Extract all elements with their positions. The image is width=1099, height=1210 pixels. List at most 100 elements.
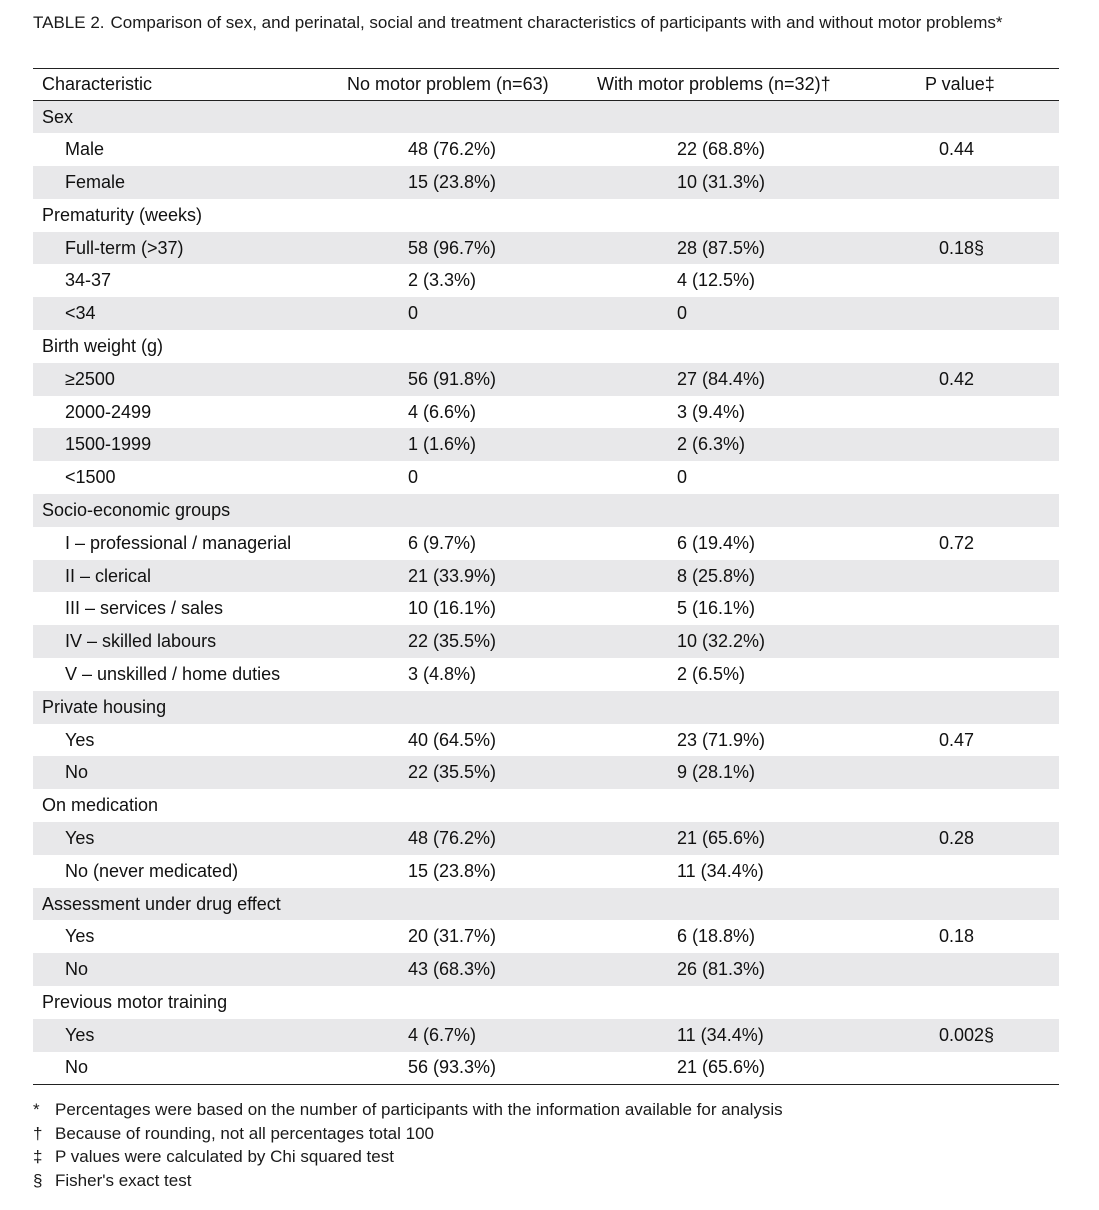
no-motor-problem-cell — [333, 691, 595, 724]
with-motor-problems-cell: 2 (6.3%) — [677, 434, 746, 455]
characteristic-cell: IV – skilled labours — [65, 631, 217, 652]
characteristic-cell: I – professional / managerial — [65, 532, 292, 553]
table-row: No 56 (93.3%) 21 (65.6%) — [33, 1051, 1059, 1085]
no-motor-problem-cell — [333, 494, 595, 527]
with-motor-problems-cell: 26 (81.3%) — [677, 959, 766, 980]
p-value-cell: 0.18§ — [939, 237, 985, 258]
no-motor-problem-cell: 56 (93.3%) — [333, 1051, 595, 1085]
category-row: Private housing — [33, 690, 1059, 724]
characteristic-cell: Yes — [65, 827, 95, 848]
with-motor-problems-cell: 28 (87.5%) — [677, 237, 766, 258]
characteristic-cell: <1500 — [65, 467, 116, 488]
table-row: ≥2500 56 (91.8%) 27 (84.4%) 0.42 — [33, 362, 1059, 396]
with-motor-problems-cell — [595, 101, 917, 134]
footnote-symbol: * — [33, 1100, 40, 1119]
table-row: No (never medicated) 15 (23.8%) 11 (34.4%) — [33, 855, 1059, 888]
with-motor-problems-cell: 4 (12.5%) — [677, 270, 756, 291]
no-motor-problem-cell: 22 (35.5%) — [408, 631, 497, 652]
with-motor-problems-cell: 3 (9.4%) — [677, 401, 746, 422]
no-motor-problem-cell: 21 (33.9%) — [408, 565, 497, 586]
no-motor-problem-cell: 58 (96.7%) — [408, 237, 497, 258]
no-motor-problem-cell: 6 (9.7%) — [408, 532, 477, 553]
no-motor-problem-cell: 10 (16.1%) — [408, 598, 497, 619]
with-motor-problems-cell: 0 — [677, 467, 688, 488]
characteristic-cell: Yes — [65, 926, 95, 947]
with-motor-problems-cell — [595, 888, 917, 921]
characteristic-cell: No — [65, 762, 89, 783]
table-row: IV – skilled labours 22 (35.5%) 10 (32.2%) — [33, 625, 1059, 659]
footnote: ‡ P values were calculated by Chi squared… — [33, 1145, 783, 1169]
footnote: * Percentages were based on the number of… — [33, 1098, 783, 1122]
no-motor-problem-cell — [333, 101, 595, 134]
p-value-cell — [917, 297, 1059, 330]
category-row: Assessment under drug effect — [33, 887, 1059, 921]
p-value-cell — [917, 756, 1059, 789]
category-row: Prematurity (weeks) — [33, 199, 1059, 232]
table-row: 2000-2499 4 (6.6%) 3 (9.4%) — [33, 396, 1059, 429]
footnote: † Because of rounding, not all percentage… — [33, 1122, 783, 1146]
p-value-cell — [917, 691, 1059, 724]
no-motor-problem-cell — [333, 330, 595, 363]
no-motor-problem-cell: 0 — [408, 303, 419, 324]
with-motor-problems-cell: 21 (65.6%) — [677, 827, 766, 848]
table-row: Yes 4 (6.7%) 11 (34.4%) 0.002§ — [33, 1018, 1059, 1052]
no-motor-problem-cell: 48 (76.2%) — [408, 827, 497, 848]
footnote-text: Because of rounding, not all percentages… — [55, 1123, 434, 1143]
table-row: Yes 48 (76.2%) 21 (65.6%) 0.28 — [33, 822, 1059, 855]
table-row: V – unskilled / home duties 3 (4.8%) 2 (6.… — [33, 658, 1059, 691]
with-motor-problems-cell — [595, 789, 917, 822]
table-row: No 43 (68.3%) 26 (81.3%) — [33, 953, 1059, 987]
characteristic-cell: Male — [65, 139, 105, 160]
header-row: Characteristic No motor problem (n=63) W… — [33, 68, 1059, 101]
p-value-cell — [917, 199, 1059, 232]
caption-text: Comparison of sex, and perinatal, social… — [110, 13, 1003, 32]
no-motor-problem-cell: 3 (4.8%) — [408, 663, 477, 684]
table-caption: TABLE 2. Comparison of sex, and perinatal… — [33, 11, 1063, 35]
p-value-cell: 0.44 — [939, 139, 975, 160]
p-value-cell — [917, 166, 1059, 199]
no-motor-problem-cell: 0 — [408, 467, 419, 488]
characteristic-cell: Previous motor training — [42, 991, 228, 1012]
no-motor-problem-cell: 20 (31.7%) — [408, 926, 497, 947]
footnotes: * Percentages were based on the number of… — [33, 1098, 783, 1192]
characteristic-cell: <34 — [65, 303, 96, 324]
characteristic-cell: Full-term (>37) — [65, 237, 184, 258]
p-value-cell — [917, 428, 1059, 461]
no-motor-problem-cell — [333, 888, 595, 921]
characteristic-cell: No (never medicated) — [65, 860, 239, 881]
characteristic-cell: V – unskilled / home duties — [65, 663, 281, 684]
p-value-cell — [917, 396, 1059, 429]
table-row: Male 48 (76.2%) 22 (68.8%) 0.44 — [33, 133, 1059, 166]
header-no-motor-problem: No motor problem (n=63) — [333, 68, 595, 101]
characteristic-cell: No — [33, 1051, 333, 1085]
no-motor-problem-cell: 48 (76.2%) — [408, 139, 497, 160]
footnote-text: P values were calculated by Chi squared … — [55, 1147, 394, 1166]
with-motor-problems-cell: 10 (32.2%) — [677, 631, 766, 652]
characteristic-cell: III – services / sales — [65, 598, 224, 619]
characteristic-cell: Yes — [65, 729, 95, 750]
table-row: <34 0 0 — [33, 297, 1059, 331]
with-motor-problems-cell: 21 (65.6%) — [595, 1051, 917, 1085]
p-value-cell — [917, 461, 1059, 494]
characteristic-cell: Prematurity (weeks) — [42, 204, 203, 225]
header-p-value: P value‡ — [917, 68, 1059, 101]
with-motor-problems-cell — [595, 691, 917, 724]
p-value-cell: 0.42 — [939, 368, 975, 389]
p-value-cell: 0.72 — [939, 532, 975, 553]
no-motor-problem-cell: 4 (6.6%) — [408, 401, 477, 422]
characteristic-cell: No — [65, 959, 89, 980]
p-value-cell — [917, 888, 1059, 921]
category-row: Socio-economic groups — [33, 494, 1059, 527]
table-row: Female 15 (23.8%) 10 (31.3%) — [33, 166, 1059, 199]
p-value-cell — [917, 494, 1059, 527]
no-motor-problem-cell: 40 (64.5%) — [408, 729, 497, 750]
characteristic-cell: Socio-economic groups — [42, 499, 231, 520]
p-value-cell — [917, 986, 1059, 1019]
with-motor-problems-cell: 11 (34.4%) — [677, 860, 764, 881]
category-row: On medication — [33, 789, 1059, 822]
table-row: <1500 0 0 — [33, 461, 1059, 494]
characteristic-cell: Female — [65, 171, 126, 192]
table-row: Yes 20 (31.7%) 6 (18.8%) 0.18 — [33, 920, 1059, 953]
caption-label: TABLE 2. — [33, 13, 105, 32]
characteristic-cell: Sex — [42, 106, 74, 127]
